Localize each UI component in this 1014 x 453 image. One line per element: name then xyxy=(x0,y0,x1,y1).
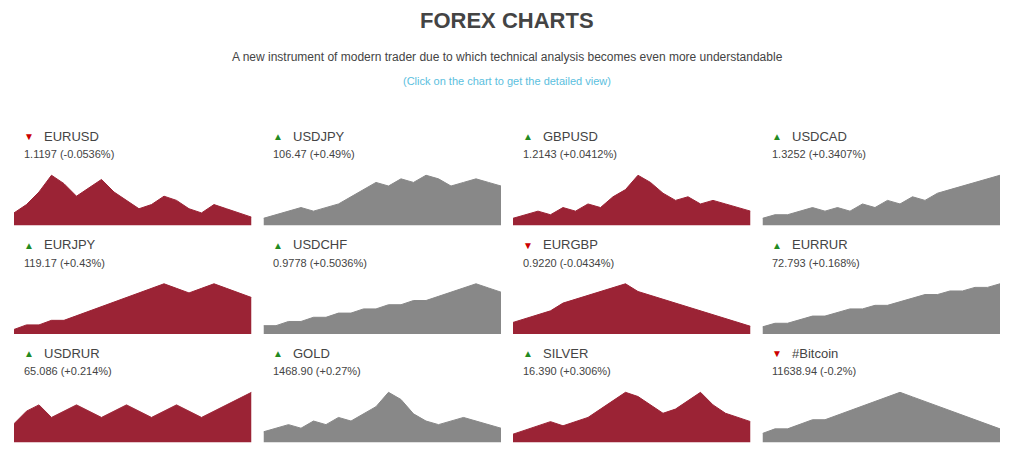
svg-text:1.1197 (-0.0536%): 1.1197 (-0.0536%) xyxy=(24,148,114,160)
svg-text:106.47 (+0.49%): 106.47 (+0.49%) xyxy=(273,148,355,160)
svg-text:FOREX CHARTS: FOREX CHARTS xyxy=(420,8,594,33)
svg-text:▲: ▲ xyxy=(523,348,533,359)
svg-text:GOLD: GOLD xyxy=(293,346,330,361)
svg-text:▲: ▲ xyxy=(273,240,283,251)
svg-text:A new instrument of modern tra: A new instrument of modern trader due to… xyxy=(232,50,783,64)
svg-text:▲: ▲ xyxy=(772,240,782,251)
svg-text:▲: ▲ xyxy=(772,131,782,142)
svg-text:EURUSD: EURUSD xyxy=(44,129,99,144)
svg-text:USDCHF: USDCHF xyxy=(293,237,347,252)
svg-text:▲: ▲ xyxy=(273,131,283,142)
svg-text:EURJPY: EURJPY xyxy=(44,237,96,252)
svg-text:0.9220 (-0.0434%): 0.9220 (-0.0434%) xyxy=(523,257,614,269)
svg-text:1468.90 (+0.27%): 1468.90 (+0.27%) xyxy=(273,365,361,377)
svg-text:#Bitcoin: #Bitcoin xyxy=(792,346,838,361)
svg-text:EURGBP: EURGBP xyxy=(543,237,598,252)
svg-text:1.2143 (+0.0412%): 1.2143 (+0.0412%) xyxy=(523,148,617,160)
svg-text:65.086 (+0.214%): 65.086 (+0.214%) xyxy=(24,365,112,377)
svg-text:119.17 (+0.43%): 119.17 (+0.43%) xyxy=(24,257,105,269)
svg-text:USDCAD: USDCAD xyxy=(792,129,847,144)
svg-text:1.3252 (+0.3407%): 1.3252 (+0.3407%) xyxy=(772,148,866,160)
svg-text:GBPUSD: GBPUSD xyxy=(543,129,598,144)
svg-text:72.793 (+0.168%): 72.793 (+0.168%) xyxy=(772,257,860,269)
svg-text:SILVER: SILVER xyxy=(543,346,588,361)
svg-text:16.390 (+0.306%): 16.390 (+0.306%) xyxy=(523,365,611,377)
svg-text:USDRUR: USDRUR xyxy=(44,346,100,361)
svg-text:▲: ▲ xyxy=(24,240,34,251)
svg-text:▲: ▲ xyxy=(24,348,34,359)
svg-text:▼: ▼ xyxy=(24,131,34,142)
svg-text:EURRUR: EURRUR xyxy=(792,237,848,252)
svg-text:▲: ▲ xyxy=(273,348,283,359)
svg-text:USDJPY: USDJPY xyxy=(293,129,345,144)
svg-text:0.9778 (+0.5036%): 0.9778 (+0.5036%) xyxy=(273,257,367,269)
svg-text:(Click on the chart to get the: (Click on the chart to get the detailed … xyxy=(403,75,611,87)
svg-text:▼: ▼ xyxy=(772,348,782,359)
svg-text:▼: ▼ xyxy=(523,240,533,251)
svg-text:▲: ▲ xyxy=(523,131,533,142)
svg-text:11638.94 (-0.2%): 11638.94 (-0.2%) xyxy=(772,365,856,377)
